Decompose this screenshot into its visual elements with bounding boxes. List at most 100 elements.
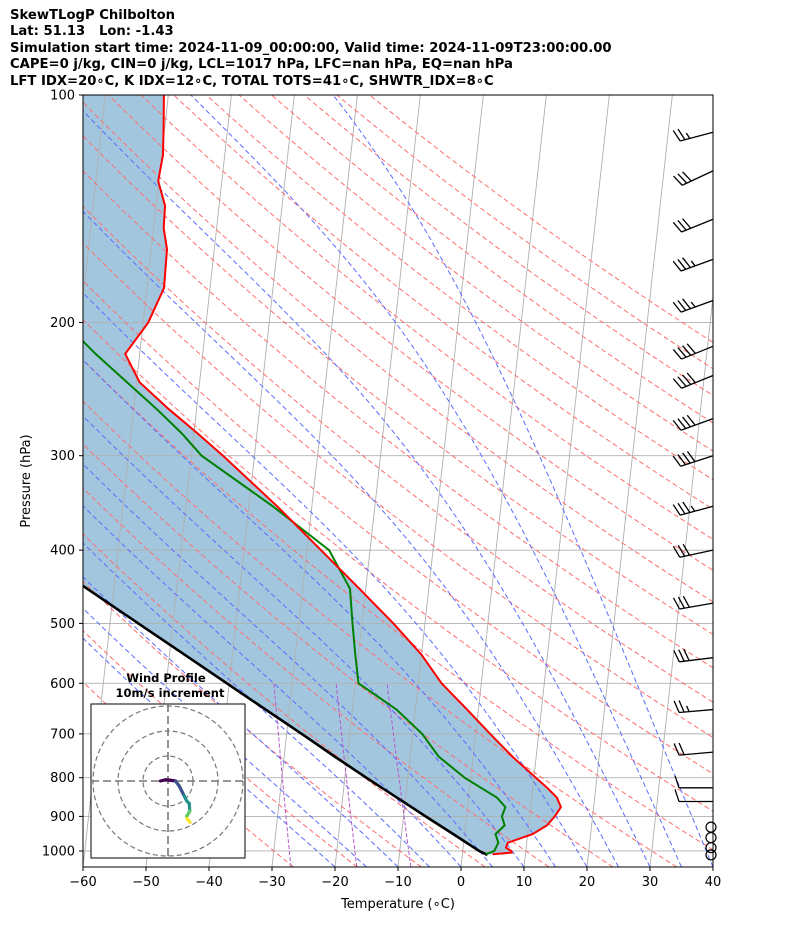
barb-shaft [680, 299, 714, 313]
y-tick-label: 1000 [42, 844, 75, 859]
barb-flag [682, 345, 692, 356]
wind-barb [673, 700, 714, 714]
barb-half-flag [685, 705, 690, 712]
barb-shaft [681, 170, 714, 186]
barb-flag [673, 175, 683, 186]
mixing-ratio-line [335, 683, 358, 867]
barb-flag [682, 218, 692, 229]
barb-flag [682, 416, 691, 428]
x-tick-label: 0 [457, 875, 465, 890]
barb-flag [672, 130, 681, 142]
isotherm-line [460, 95, 547, 867]
mixing-ratio-line [386, 683, 412, 867]
dry-adiabat-line [83, 205, 713, 703]
wind-barb [674, 789, 713, 803]
barb-flag [673, 700, 680, 713]
moist-adiabat-line [83, 637, 336, 867]
calm-wind-circle [705, 821, 717, 833]
dry-adiabat-line [83, 242, 713, 739]
moist-adiabat-line [83, 359, 556, 867]
barb-flag [672, 504, 681, 516]
x-tick-label: −20 [321, 875, 348, 890]
wind-barb [672, 343, 714, 360]
barb-shaft [679, 708, 714, 714]
barb-flag [677, 173, 688, 184]
barb-flag [672, 545, 681, 558]
barb-flag [683, 648, 690, 661]
wind-barb [672, 218, 714, 233]
barb-flag [682, 298, 691, 310]
mixing-ratio-line [273, 683, 292, 867]
barb-shaft [680, 258, 714, 272]
barb-flag [677, 220, 687, 231]
barb-shaft [681, 374, 714, 389]
barb-flag [682, 374, 692, 385]
moist-adiabat-line [332, 95, 713, 867]
dry-adiabat-line [83, 359, 713, 851]
barb-flag [672, 597, 681, 610]
dry-adiabat-line [83, 533, 486, 867]
barb-shaft [679, 505, 714, 516]
barb-flag [672, 221, 682, 233]
barb-flag [672, 260, 682, 272]
y-tick-label: 900 [50, 810, 75, 825]
y-tick-label: 300 [50, 449, 75, 464]
barb-shaft [679, 657, 714, 663]
barb-shaft [679, 131, 714, 142]
moist-adiabat-line [83, 110, 651, 867]
moist-adiabat-line [83, 210, 619, 867]
barb-flag [678, 649, 685, 662]
wind-barb [673, 648, 714, 663]
wind-barb [672, 451, 714, 467]
title-block: SkewTLogP Chilbolton Lat: 51.13 Lon: -1.… [10, 8, 790, 90]
barb-flag [682, 171, 692, 182]
y-tick-label: 500 [50, 617, 75, 632]
dry-adiabat-line [83, 630, 358, 867]
hodograph-plot [91, 704, 245, 858]
moist-adiabat-line [83, 505, 462, 867]
moist-adiabat-line [83, 542, 430, 867]
x-tick-label: −60 [69, 875, 96, 890]
barb-flag [677, 596, 686, 609]
dry-adiabat-line [108, 95, 713, 571]
dry-adiabat-line [83, 487, 550, 867]
barb-flag [677, 418, 687, 429]
x-tick-label: 40 [705, 875, 722, 890]
dry-adiabat-line [205, 95, 713, 481]
barb-flag [677, 347, 687, 358]
moist-adiabat-line [83, 292, 588, 867]
x-tick-label: 30 [642, 875, 659, 890]
y-axis-label: Pressure (hPa) [19, 434, 34, 527]
dry-adiabat-line [83, 319, 713, 812]
y-tick-label: 600 [50, 677, 75, 692]
barb-flag [686, 343, 696, 354]
calm-wind-circle [705, 849, 717, 861]
barb-flag [672, 301, 682, 313]
y-tick-label: 700 [50, 727, 75, 742]
barb-flag [678, 742, 685, 755]
isotherm-line [83, 95, 106, 302]
wind-barb [672, 372, 714, 389]
barb-shaft [681, 345, 714, 360]
barb-flag [682, 501, 691, 513]
wind-barb [672, 595, 714, 610]
moist-adiabat-line [83, 463, 493, 867]
barb-half-flag [690, 505, 696, 512]
barb-shaft [679, 602, 714, 610]
barb-shaft [679, 549, 714, 558]
x-tick-label: −40 [195, 875, 222, 890]
barb-flag [674, 789, 680, 802]
barb-flag [672, 378, 682, 389]
chart-title: SkewTLogP Chilbolton [10, 8, 176, 23]
indices-line: LFT IDX=20∘C, K IDX=12∘C, TOTAL TOTS=41∘… [10, 73, 494, 89]
isotherm-line [586, 95, 673, 867]
barb-flag [672, 455, 682, 467]
barb-shaft [680, 455, 714, 467]
wind-barb [672, 128, 714, 142]
wind-barb [705, 831, 717, 844]
barb-flag [672, 349, 682, 360]
wind-barb [705, 821, 717, 833]
x-tick-label: −10 [384, 875, 411, 890]
moist-adiabat-line [83, 415, 525, 867]
wind-barb [673, 170, 714, 186]
